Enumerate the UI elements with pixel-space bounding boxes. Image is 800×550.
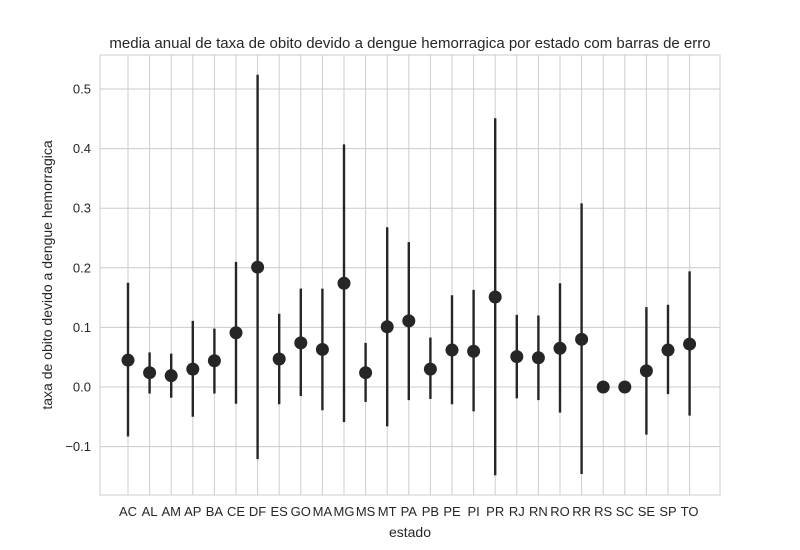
data-point — [683, 337, 697, 351]
y-tick-label: 0.1 — [73, 320, 91, 335]
y-tick-label: 0.3 — [73, 201, 91, 216]
data-point — [229, 326, 243, 340]
data-point — [531, 351, 545, 365]
x-tick-label: MT — [378, 504, 397, 519]
y-tick-label: −0.1 — [65, 439, 91, 454]
plot-area — [99, 54, 721, 496]
x-tick-label: AP — [184, 504, 201, 519]
x-tick-label: MG — [334, 504, 355, 519]
y-tick-label: 0.0 — [73, 380, 91, 395]
data-point — [402, 314, 416, 328]
data-point — [488, 290, 502, 304]
data-point — [337, 276, 351, 290]
data-point — [186, 362, 200, 376]
y-tick-label: 0.2 — [73, 260, 91, 275]
x-tick-label: RS — [594, 504, 612, 519]
data-point — [445, 343, 459, 357]
x-tick-label: AC — [119, 504, 137, 519]
x-tick-label: SC — [616, 504, 634, 519]
x-tick-label: PR — [486, 504, 504, 519]
x-tick-label: GO — [291, 504, 311, 519]
x-axis-label: estado — [389, 524, 431, 540]
x-tick-label: MS — [356, 504, 376, 519]
data-point — [553, 341, 567, 355]
data-point — [596, 380, 610, 394]
x-tick-label: SP — [659, 504, 676, 519]
chart-title: media anual de taxa de obito devido a de… — [109, 35, 710, 52]
data-marks — [121, 74, 697, 476]
x-tick-label: BA — [206, 504, 224, 519]
data-point — [380, 320, 394, 334]
y-tick-label: 0.4 — [73, 141, 91, 156]
x-tick-label: PB — [422, 504, 439, 519]
data-point — [164, 369, 178, 383]
data-point — [143, 366, 157, 380]
x-tick-label: SE — [638, 504, 656, 519]
data-point — [315, 342, 329, 356]
x-tick-label: PI — [467, 504, 479, 519]
data-point — [510, 350, 524, 364]
x-tick-label: PA — [401, 504, 418, 519]
x-tick-label: PE — [443, 504, 461, 519]
y-tick-label: 0.5 — [73, 82, 91, 97]
data-point — [423, 362, 437, 376]
data-point — [661, 343, 675, 357]
data-point — [207, 354, 221, 368]
x-tick-label: MA — [313, 504, 333, 519]
x-tick-label: ES — [271, 504, 289, 519]
x-tick-label: RO — [550, 504, 570, 519]
data-point — [359, 366, 373, 380]
data-point — [294, 336, 308, 350]
data-point — [121, 353, 135, 367]
x-tick-label: RN — [529, 504, 548, 519]
x-tick-label: CE — [227, 504, 245, 519]
data-point — [467, 344, 481, 358]
x-tick-label: DF — [249, 504, 266, 519]
y-axis-label: taxa de obito devido a dengue hemorragic… — [39, 140, 55, 410]
data-point — [618, 380, 632, 394]
x-tick-label: AM — [161, 504, 181, 519]
x-tick-label: RJ — [509, 504, 525, 519]
data-point — [251, 260, 265, 274]
tick-labels: −0.1 0.0 0.1 0.2 0.3 0.4 0.5 AC AL AM AP BA CE DF ES GO… — [65, 82, 698, 520]
data-point — [272, 352, 286, 366]
data-point — [639, 364, 653, 378]
x-tick-label: TO — [681, 504, 699, 519]
x-tick-label: AL — [142, 504, 158, 519]
x-tick-label: RR — [572, 504, 591, 519]
data-point — [575, 332, 589, 346]
